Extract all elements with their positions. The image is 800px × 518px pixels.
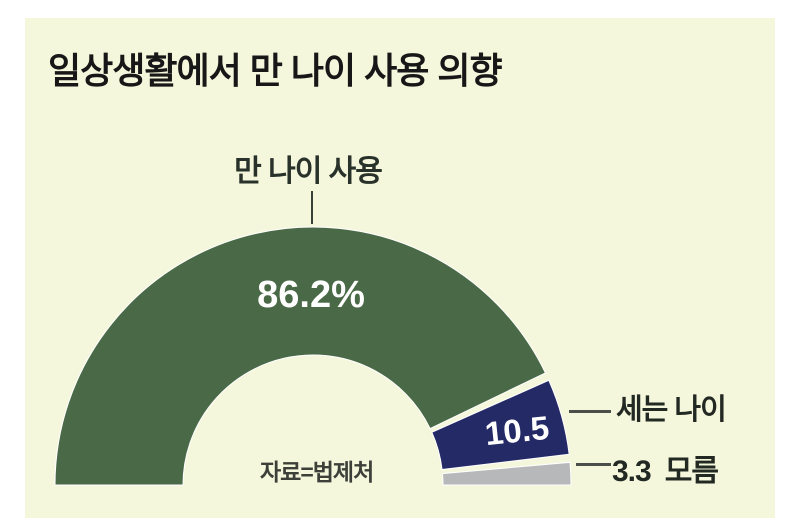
chart-title: 일상생활에서 만 나이 사용 의향 [48,50,503,91]
callout-label-man-nai: 만 나이 사용 [234,155,383,188]
callout-line-moreum [576,463,611,466]
callout-line-man-nai [311,191,313,224]
segment-value-moreum: 3.3 [612,455,652,488]
donut-segment-0 [54,226,547,486]
segment-value-man-nai: 86.2% [257,274,365,316]
source-note: 자료=법제처 [260,459,374,485]
callout-label-moreum: 3.3 모름 [612,446,719,490]
callout-line-senun-nai [569,410,611,413]
segment-name-moreum: 모름 [664,455,719,488]
chart-card: 일상생활에서 만 나이 사용 의향 만 나이 사용 86.2% 10.5 세는 … [25,18,775,518]
donut-segment-1 [431,379,570,471]
donut-segment-2 [441,461,572,486]
callout-label-senun-nai: 세는 나이 [616,394,727,426]
